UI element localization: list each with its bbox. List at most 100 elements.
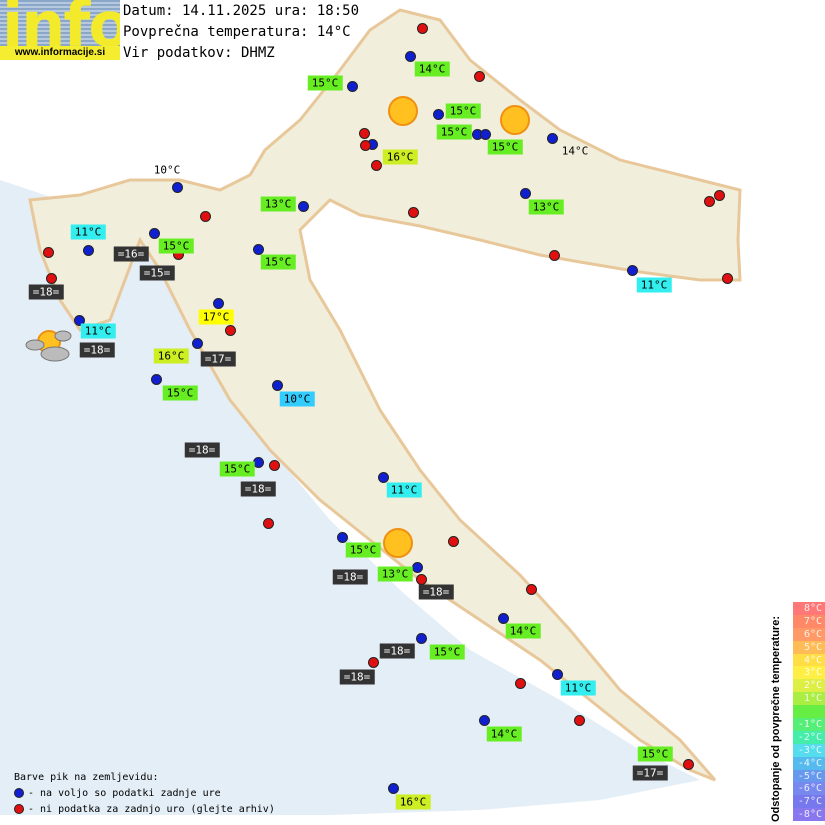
temperature-label[interactable]: 15°C: [162, 385, 198, 401]
station-dot-missing[interactable]: [371, 160, 382, 171]
temperature-label[interactable]: 13°C: [260, 196, 296, 212]
temperature-label[interactable]: 15°C: [219, 461, 255, 477]
station-dot-missing[interactable]: [417, 23, 428, 34]
station-dot-current[interactable]: [337, 532, 348, 543]
station-dot-missing[interactable]: [549, 250, 560, 261]
scale-row: 5°C: [793, 640, 825, 654]
temperature-label[interactable]: 14°C: [414, 61, 450, 77]
station-dot-missing[interactable]: [448, 536, 459, 547]
station-dot-missing[interactable]: [360, 140, 371, 151]
station-dot-current[interactable]: [547, 133, 558, 144]
station-dot-current[interactable]: [192, 338, 203, 349]
station-dot-current[interactable]: [552, 669, 563, 680]
temperature-label[interactable]: =18=: [79, 342, 115, 358]
temperature-label[interactable]: 11°C: [386, 482, 422, 498]
temperature-label[interactable]: 16°C: [382, 149, 418, 165]
station-dot-current[interactable]: [479, 715, 490, 726]
station-dot-current[interactable]: [172, 182, 183, 193]
station-dot-missing[interactable]: [408, 207, 419, 218]
station-dot-missing[interactable]: [263, 518, 274, 529]
temperature-label[interactable]: 15°C: [158, 238, 194, 254]
logo-url[interactable]: www.informacije.si: [0, 46, 120, 60]
station-dot-missing[interactable]: [225, 325, 236, 336]
station-dot-current[interactable]: [405, 51, 416, 62]
temperature-label[interactable]: =18=: [339, 669, 375, 685]
temperature-label[interactable]: =18=: [379, 643, 415, 659]
temperature-label[interactable]: 13°C: [528, 199, 564, 215]
station-dot-current[interactable]: [151, 374, 162, 385]
station-dot-current[interactable]: [298, 201, 309, 212]
station-dot-current[interactable]: [272, 380, 283, 391]
temperature-label[interactable]: 13°C: [377, 566, 413, 582]
temperature-label[interactable]: 10°C: [153, 163, 181, 177]
temperature-label[interactable]: =18=: [240, 481, 276, 497]
sun-icon: [500, 105, 530, 135]
station-dot-missing[interactable]: [714, 190, 725, 201]
average-temperature-line: Povprečna temperatura: 14°C: [123, 24, 351, 40]
deviation-scale: 8°C 7°C 6°C 5°C 4°C 3°C 2°C 1°C -1°C -2°C -3°C -4°C…: [793, 602, 825, 822]
temperature-label[interactable]: 15°C: [445, 103, 481, 119]
temperature-label[interactable]: 15°C: [345, 542, 381, 558]
temperature-label[interactable]: 15°C: [436, 124, 472, 140]
temperature-label[interactable]: 17°C: [198, 309, 234, 325]
dot-legend: Barve pik na zemljevidu: - na voljo so p…: [14, 770, 275, 818]
station-dot-missing[interactable]: [43, 247, 54, 258]
station-dot-missing[interactable]: [46, 273, 57, 284]
station-dot-current[interactable]: [378, 472, 389, 483]
station-dot-current[interactable]: [149, 228, 160, 239]
temperature-label[interactable]: 11°C: [636, 277, 672, 293]
red-dot-icon: [14, 804, 24, 814]
station-dot-missing[interactable]: [474, 71, 485, 82]
scale-row: 7°C: [793, 614, 825, 628]
temperature-label[interactable]: =16=: [113, 246, 149, 262]
station-dot-current[interactable]: [433, 109, 444, 120]
station-dot-missing[interactable]: [574, 715, 585, 726]
temperature-label[interactable]: =17=: [200, 351, 236, 367]
station-dot-current[interactable]: [83, 245, 94, 256]
temperature-label[interactable]: =18=: [184, 442, 220, 458]
station-dot-current[interactable]: [213, 298, 224, 309]
station-dot-current[interactable]: [253, 457, 264, 468]
station-dot-current[interactable]: [520, 188, 531, 199]
station-dot-current[interactable]: [627, 265, 638, 276]
station-dot-current[interactable]: [498, 613, 509, 624]
station-dot-current[interactable]: [416, 633, 427, 644]
station-dot-current[interactable]: [412, 562, 423, 573]
temperature-label[interactable]: 15°C: [260, 254, 296, 270]
station-dot-current[interactable]: [74, 315, 85, 326]
station-dot-missing[interactable]: [526, 584, 537, 595]
temperature-label[interactable]: 15°C: [307, 75, 343, 91]
station-dot-current[interactable]: [480, 129, 491, 140]
temperature-label[interactable]: 14°C: [486, 726, 522, 742]
temperature-label[interactable]: 14°C: [505, 623, 541, 639]
temperature-label[interactable]: 16°C: [395, 794, 431, 810]
temperature-label[interactable]: =18=: [418, 584, 454, 600]
station-dot-missing[interactable]: [722, 273, 733, 284]
temperature-label[interactable]: =15=: [139, 265, 175, 281]
temperature-label[interactable]: 15°C: [487, 139, 523, 155]
temperature-label[interactable]: 14°C: [561, 144, 589, 158]
station-dot-current[interactable]: [347, 81, 358, 92]
station-dot-current[interactable]: [388, 783, 399, 794]
site-logo[interactable]: info www.informacije.si: [0, 0, 120, 60]
station-dot-missing[interactable]: [683, 759, 694, 770]
station-dot-missing[interactable]: [416, 574, 427, 585]
station-dot-missing[interactable]: [269, 460, 280, 471]
station-dot-current[interactable]: [253, 244, 264, 255]
temperature-label[interactable]: 16°C: [153, 348, 189, 364]
scale-row: 1°C: [793, 692, 825, 706]
temperature-label[interactable]: 11°C: [560, 680, 596, 696]
station-dot-missing[interactable]: [704, 196, 715, 207]
station-dot-missing[interactable]: [515, 678, 526, 689]
station-dot-missing[interactable]: [200, 211, 211, 222]
temperature-label[interactable]: =17=: [632, 765, 668, 781]
temperature-label[interactable]: 15°C: [429, 644, 465, 660]
temperature-label[interactable]: 11°C: [70, 224, 106, 240]
station-dot-missing[interactable]: [368, 657, 379, 668]
temperature-label[interactable]: 10°C: [279, 391, 315, 407]
temperature-label[interactable]: 15°C: [637, 746, 673, 762]
temperature-label[interactable]: 11°C: [80, 323, 116, 339]
temperature-label[interactable]: =18=: [332, 569, 368, 585]
temperature-label[interactable]: =18=: [28, 284, 64, 300]
station-dot-missing[interactable]: [359, 128, 370, 139]
